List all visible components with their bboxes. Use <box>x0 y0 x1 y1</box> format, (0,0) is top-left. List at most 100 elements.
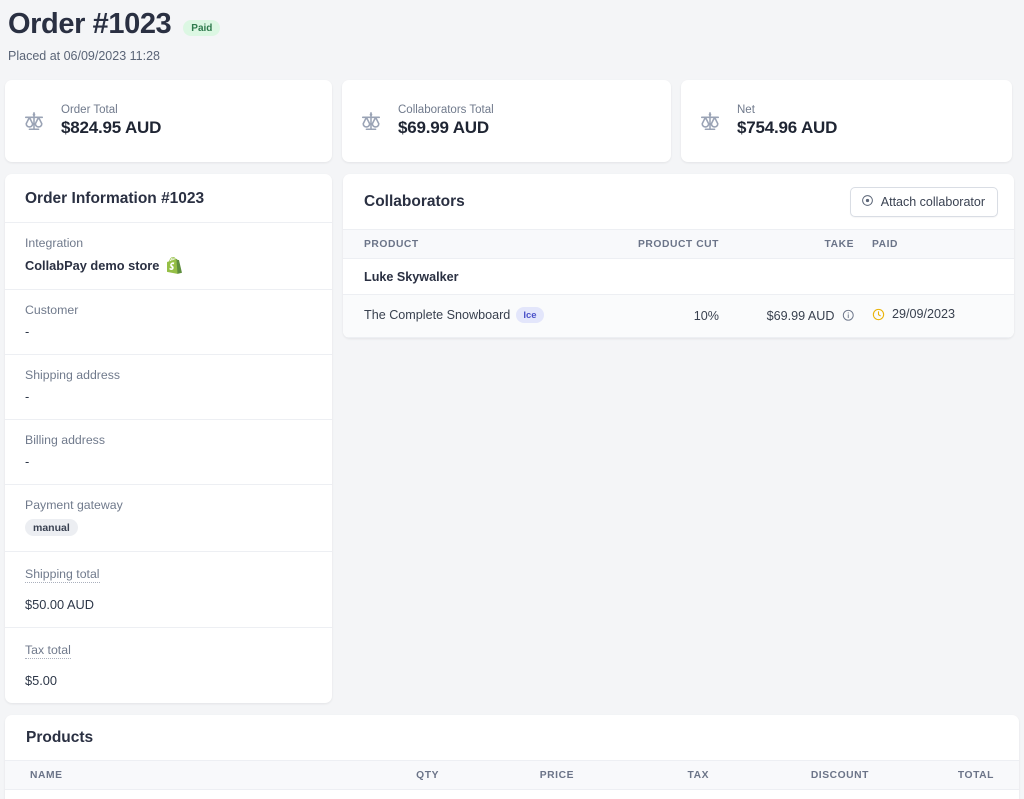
info-value: CollabPay demo store <box>25 257 312 275</box>
page-header: Order #1023 Paid Placed at 06/09/2023 11… <box>0 0 1024 63</box>
order-information-header: Order Information #1023 <box>5 174 332 224</box>
cell-discount: - <box>709 790 869 799</box>
shopify-icon <box>167 257 183 275</box>
integration-name: CollabPay demo store <box>25 258 160 274</box>
info-circle-icon[interactable] <box>842 309 855 322</box>
cell-qty: 1 <box>289 790 439 799</box>
stat-text: Order Total $824.95 AUD <box>61 104 161 138</box>
column-header-product: PRODUCT <box>343 230 569 260</box>
collaborators-table-body: Luke Skywalker The Complete Snowboard Ice… <box>343 258 1014 338</box>
column-header-name: NAME <box>5 761 289 791</box>
column-header-tax: TAX <box>574 761 709 791</box>
take-value: $69.99 AUD <box>766 308 835 323</box>
column-header-paid: PAID <box>854 230 1014 260</box>
collaborators-table: PRODUCT PRODUCT CUT TAKE PAID Luke Skywa… <box>343 230 1014 338</box>
paid-date: 29/09/2023 <box>892 307 956 322</box>
attach-collaborator-label: Attach collaborator <box>880 195 985 210</box>
collaborators-panel: Collaborators Attach collaborator PRODUC… <box>343 174 1014 338</box>
cell-product: The Complete Snowboard Ice <box>343 294 569 338</box>
collaborator-name: Luke Skywalker <box>343 258 1014 296</box>
product-name: The Complete Snowboard <box>364 307 511 322</box>
cell-paid: 29/09/2023 <box>854 294 1014 338</box>
stat-value: $754.96 AUD <box>737 118 838 138</box>
stat-text: Net $754.96 AUD <box>737 104 837 138</box>
summary-cards: Order Total $824.95 AUD Collaborators To… <box>0 63 1024 163</box>
collaborators-title: Collaborators <box>364 193 465 211</box>
stat-value: $69.99 AUD <box>398 118 489 138</box>
column-header-qty: QTY <box>289 761 439 791</box>
cell-price: $699.95 <box>439 790 574 799</box>
info-label: Shipping address <box>25 368 121 383</box>
clock-icon <box>872 308 885 321</box>
stat-label: Net <box>737 104 755 117</box>
info-label: Tax total <box>25 643 71 660</box>
products-table-head: NAME QTY PRICE TAX DISCOUNT TOTAL <box>5 761 1019 791</box>
stat-label: Collaborators Total <box>398 104 494 117</box>
products-section: Products NAME QTY PRICE TAX DISCOUNT TOT… <box>0 703 1024 799</box>
stat-card-collaborators-total: Collaborators Total $69.99 AUD <box>342 80 671 163</box>
info-row-integration: Integration CollabPay demo store <box>5 223 332 291</box>
info-label: Billing address <box>25 433 105 448</box>
order-information-panel: Order Information #1023 Integration Coll… <box>5 174 332 704</box>
info-label: Integration <box>25 236 84 251</box>
column-header-discount: DISCOUNT <box>709 761 869 791</box>
page-title: Order #1023 <box>8 8 172 40</box>
status-badge: Paid <box>183 19 221 36</box>
info-row-shipping-address: Shipping address - <box>5 355 332 421</box>
info-value: - <box>25 454 30 470</box>
products-panel: Products NAME QTY PRICE TAX DISCOUNT TOT… <box>5 715 1019 799</box>
info-row-payment-gateway: Payment gateway manual <box>5 485 332 553</box>
scales-icon <box>23 110 45 132</box>
paid-value-wrap: 29/09/2023 <box>872 307 955 321</box>
collaborators-header: Collaborators Attach collaborator <box>343 174 1014 231</box>
info-row-shipping-total: Shipping total $50.00 AUD <box>5 552 332 629</box>
mid-section: Order Information #1023 Integration Coll… <box>0 162 1024 704</box>
cell-tax: $70.00 10% GST <box>574 790 709 799</box>
collaborators-header-row: PRODUCT PRODUCT CUT TAKE PAID <box>343 230 1014 260</box>
products-header-row: NAME QTY PRICE TAX DISCOUNT TOTAL <box>5 761 1019 791</box>
info-label-wrap: Shipping total <box>25 565 312 590</box>
column-header-total: TOTAL <box>869 761 1019 791</box>
info-value: $5.00 <box>25 673 58 689</box>
stat-value: $824.95 AUD <box>61 118 162 138</box>
product-variant-tag: Ice <box>516 306 544 323</box>
stat-card-net: Net $754.96 AUD <box>681 80 1012 163</box>
cell-product-cut: 10% <box>569 294 719 338</box>
info-value: - <box>25 389 30 405</box>
stat-card-order-total: Order Total $824.95 AUD <box>5 80 332 163</box>
table-row[interactable]: The Complete Snowboard Ice 10% $69.99 AUD <box>343 294 1014 338</box>
info-row-customer: Customer - <box>5 290 332 356</box>
scales-icon <box>360 110 382 132</box>
stat-label: Order Total <box>61 104 118 117</box>
info-value: $50.00 AUD <box>25 597 95 613</box>
info-value: manual <box>25 519 312 537</box>
info-row-billing-address: Billing address - <box>5 420 332 486</box>
info-value: - <box>25 324 30 340</box>
products-header: Products <box>5 715 1019 762</box>
collaborator-group-row: Luke Skywalker <box>343 258 1014 296</box>
title-row: Order #1023 Paid <box>8 8 1024 41</box>
info-label: Customer <box>25 303 79 318</box>
order-information-title: Order Information #1023 <box>25 190 205 208</box>
stat-text: Collaborators Total $69.99 AUD <box>398 104 494 138</box>
placed-at-text: Placed at 06/09/2023 11:28 <box>8 49 160 64</box>
take-value-wrap: $69.99 AUD <box>767 309 854 323</box>
collaborators-table-head: PRODUCT PRODUCT CUT TAKE PAID <box>343 230 1014 260</box>
products-table: NAME QTY PRICE TAX DISCOUNT TOTAL The Co… <box>5 761 1019 799</box>
payment-gateway-chip: manual <box>25 519 78 537</box>
cell-take: $69.99 AUD <box>719 294 854 338</box>
info-label: Payment gateway <box>25 498 123 513</box>
attach-collaborator-button[interactable]: Attach collaborator <box>849 187 998 218</box>
info-label: Shipping total <box>25 567 100 584</box>
target-plus-icon <box>861 194 874 210</box>
column-header-product-cut: PRODUCT CUT <box>569 230 719 260</box>
column-header-take: TAKE <box>719 230 854 260</box>
info-label-wrap: Tax total <box>25 641 312 666</box>
products-title: Products <box>26 729 94 747</box>
cell-total: $769.95 <box>869 790 1019 799</box>
scales-icon <box>699 110 721 132</box>
